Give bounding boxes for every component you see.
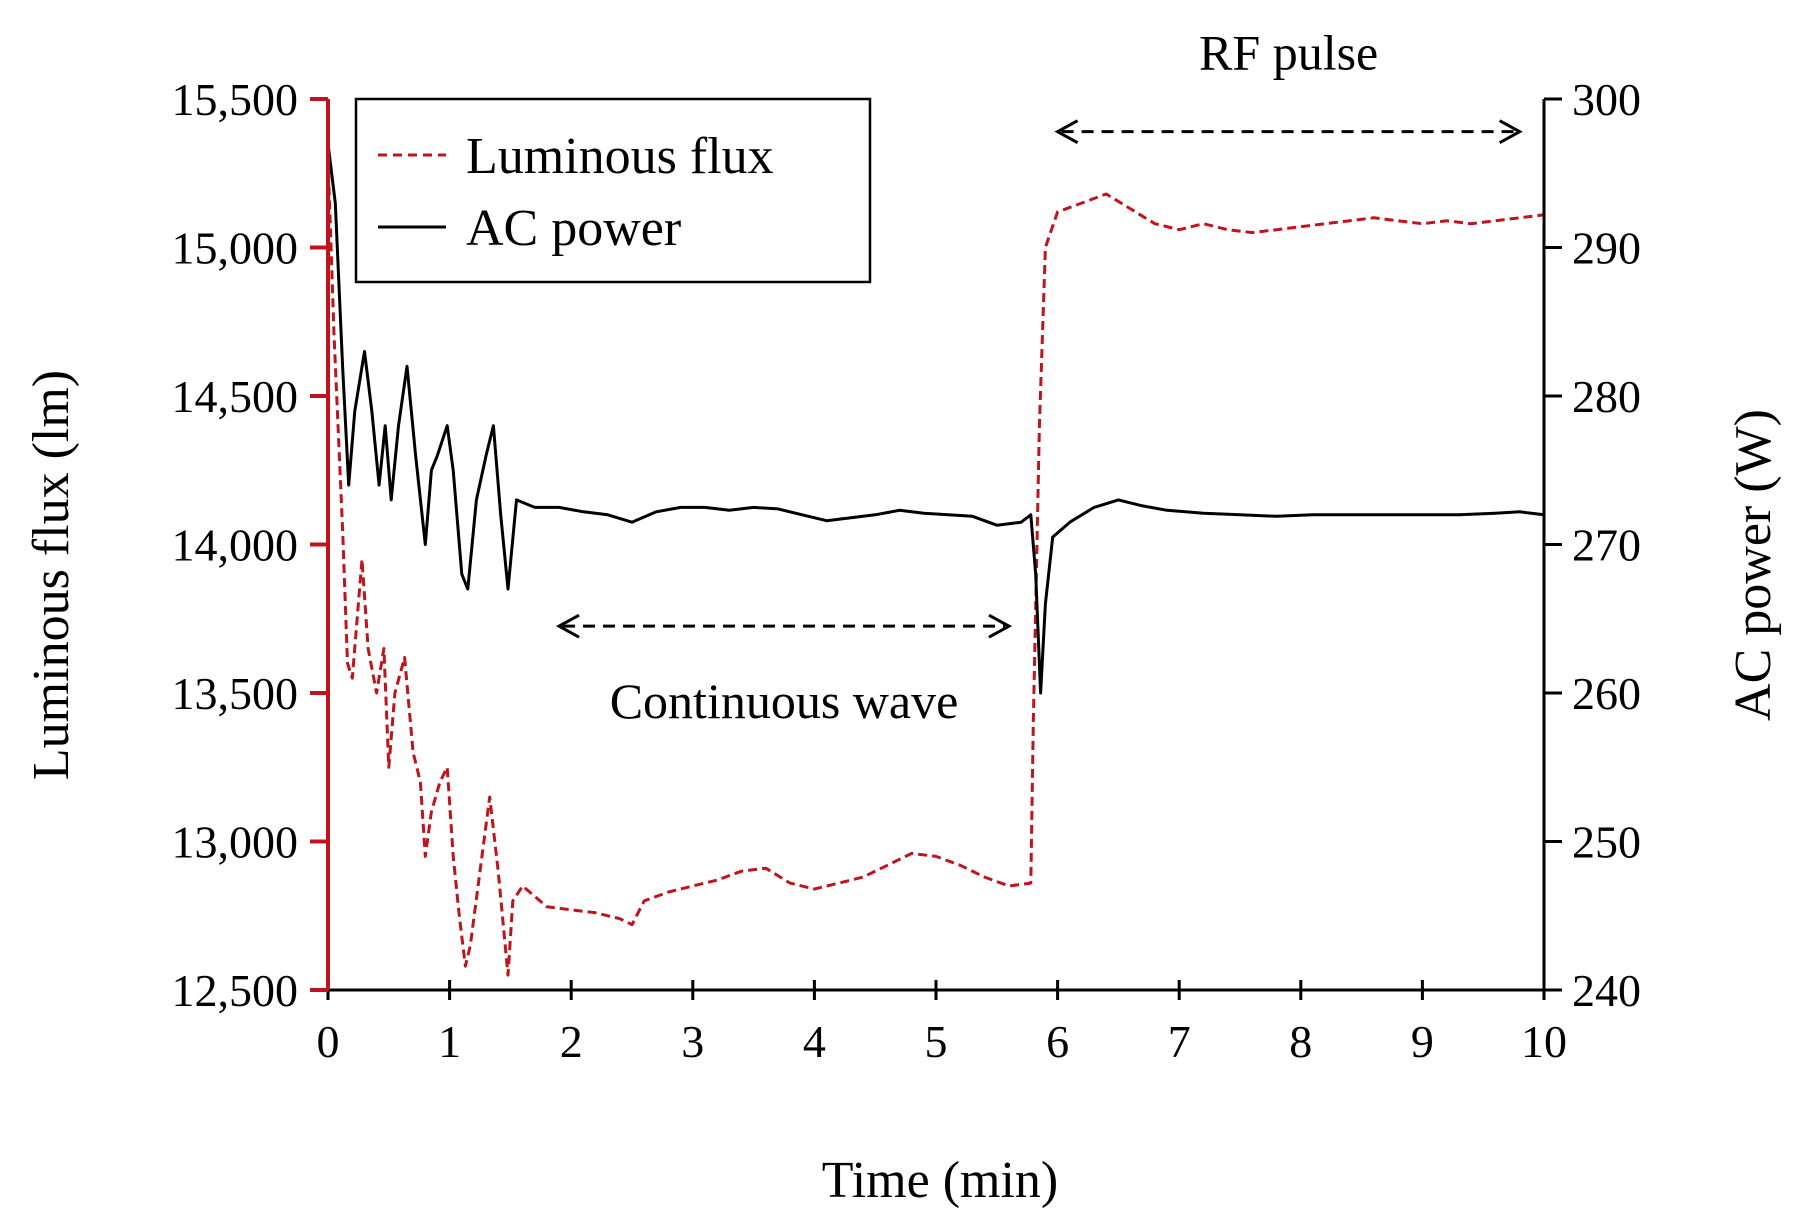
legend-label-luminous-flux: Luminous flux [466,128,774,185]
y-right-tick-label: 250 [1572,817,1641,868]
x-tick-label: 7 [1168,1016,1191,1067]
series-line-luminous-flux [326,158,1545,977]
x-tick-label: 5 [925,1016,948,1067]
y-left-tick-label: 15,500 [172,74,299,125]
x-axis-title: Time (min) [822,1152,1058,1209]
annotation-arrowhead-right-continuous-wave [988,613,1013,639]
annotation-arrowhead-left-rf-pulse [1054,119,1079,144]
legend-box [354,97,872,284]
plot-area [326,143,1545,977]
y-right-tick-label: 280 [1572,371,1641,422]
x-tick-label: 2 [560,1016,583,1067]
y-right-tick-label: 240 [1572,965,1641,1016]
y-right-tick-label: 300 [1572,74,1641,125]
y-right-axis-title: AC power (W) [1725,409,1782,721]
y-left-tick-label: 14,000 [172,520,299,571]
x-tick-label: 8 [1289,1016,1312,1067]
y-left-tick-label: 15,000 [172,223,299,274]
annotation-arrowhead-right-rf-pulse [1498,119,1523,144]
legend: Luminous flux AC power [354,97,872,284]
y-left-tick-label: 14,500 [172,371,299,422]
series-line-ac-power [326,143,1545,695]
x-tick-label: 3 [681,1016,704,1067]
axes: 0 1 2 3 4 5 6 7 8 9 10 12,500 13,000 13,500 14,000 14,5… [172,74,1642,1067]
annotation-label-rf-pulse: RF pulse [1199,25,1378,81]
y-right-tick-label: 270 [1572,520,1641,571]
x-tick-label: 6 [1046,1016,1069,1067]
x-tick-label: 0 [317,1016,340,1067]
annotation-arrowhead-left-continuous-wave [555,613,580,639]
annotation-label-continuous-wave: Continuous wave [610,673,959,729]
y-left-axis-title: Luminous flux (lm) [23,370,80,780]
y-right-tick-label: 290 [1572,223,1641,274]
x-tick-label: 1 [438,1016,461,1067]
y-left-tick-label: 13,000 [172,817,299,868]
x-tick-label: 10 [1521,1016,1567,1067]
x-tick-label: 4 [803,1016,826,1067]
y-left-tick-label: 13,500 [172,668,299,719]
x-tick-label: 9 [1411,1016,1434,1067]
y-left-tick-label: 12,500 [172,965,299,1016]
legend-label-ac-power: AC power [466,200,681,257]
annotations: RF pulse Continuous wave [555,25,1523,729]
y-right-tick-label: 260 [1572,668,1641,719]
